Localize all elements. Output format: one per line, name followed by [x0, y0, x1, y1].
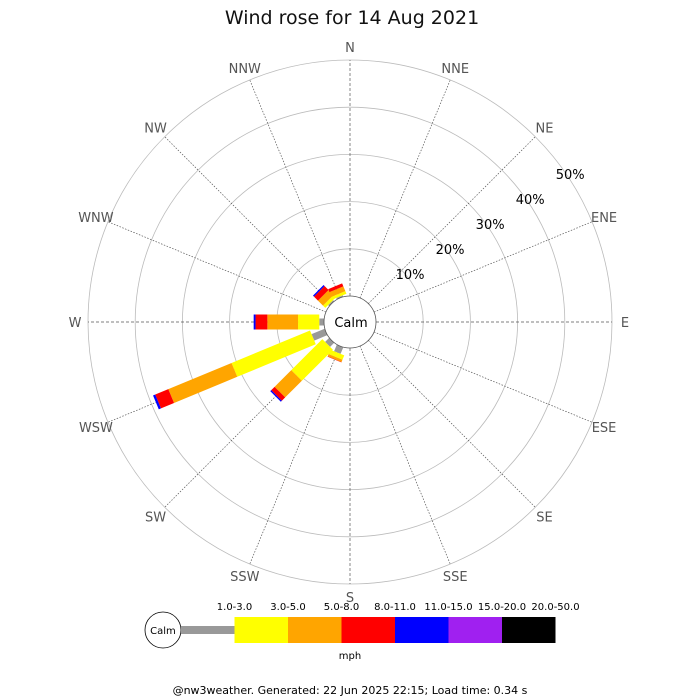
compass-label-se: SE — [536, 510, 552, 525]
bar-wsw-seg-4 — [153, 394, 161, 410]
compass-label-sw: SW — [145, 510, 166, 525]
compass-label-w: W — [69, 316, 82, 331]
legend-unit: mph — [339, 651, 361, 662]
legend-label-4: 11.0-15.0 — [424, 602, 472, 613]
legend-label-1: 3.0-5.0 — [270, 602, 305, 613]
bar-nnw-seg-2 — [329, 286, 346, 297]
bar-wsw-seg-3 — [155, 389, 175, 409]
legend-label-0: 1.0-3.0 — [217, 602, 252, 613]
spoke-ssw — [249, 345, 341, 565]
ring-label-4: 40% — [516, 193, 545, 208]
spoke-ne — [368, 136, 536, 304]
legend-label-2: 5.0-8.0 — [324, 602, 359, 613]
legend-swatch-0 — [181, 626, 235, 634]
spoke-ene — [373, 221, 593, 313]
bar-ssw-seg-2 — [327, 354, 343, 362]
ring-label-2: 20% — [436, 243, 465, 258]
compass-label-e: E — [621, 316, 629, 331]
legend-label-5: 15.0-20.0 — [478, 602, 526, 613]
bar-sw-seg-4 — [270, 390, 282, 402]
ring-label-3: 30% — [476, 218, 505, 233]
bar-nnw-seg-1 — [331, 291, 347, 300]
footer-text: @nw3weather. Generated: 22 Jun 2025 22:1… — [173, 684, 528, 697]
ring-label-1: 10% — [396, 268, 425, 283]
bar-ssw-seg-1 — [328, 349, 345, 360]
compass-label-nne: NNE — [441, 62, 469, 77]
bar-sw-seg-2 — [274, 370, 302, 398]
bar-nw-seg-2 — [317, 289, 334, 306]
spoke-wnw — [107, 221, 327, 313]
bar-nw-seg-3 — [313, 285, 329, 301]
spoke-se — [368, 340, 536, 508]
compass-label-nnw: NNW — [229, 62, 261, 77]
chart-title: Wind rose for 14 Aug 2021 — [225, 7, 479, 29]
bar-nw-seg-1 — [322, 294, 336, 308]
bar-wsw-seg-0 — [311, 328, 328, 341]
wind-bars — [153, 283, 347, 410]
compass-label-ne: NE — [535, 122, 553, 137]
ring-label-5: 50% — [556, 168, 585, 183]
ring-labels: 10% 20% 30% 40% 50% — [396, 168, 585, 283]
spoke-nne — [359, 79, 451, 299]
speed-legend: Calm 1.0-3.0 3.0-5.0 5.0-8.0 8.0-11.0 11.0-1… — [144, 602, 580, 662]
bar-nw-seg-4 — [312, 284, 325, 297]
spoke-nnw — [249, 79, 341, 299]
bar-sw-seg-1 — [291, 339, 333, 381]
ring-4 — [134, 106, 566, 538]
spoke-ese — [373, 331, 593, 423]
bar-wsw-seg-1 — [231, 330, 316, 377]
legend-swatch-2 — [288, 617, 342, 643]
legend-swatch-5 — [448, 617, 502, 643]
legend-swatch-4 — [395, 617, 449, 643]
compass-label-ese: ESE — [592, 421, 617, 436]
compass-label-n: N — [345, 41, 355, 56]
calm-center: Calm — [323, 295, 377, 349]
legend-label-6: 20.0-50.0 — [531, 602, 579, 613]
compass-label-wnw: WNW — [78, 211, 114, 226]
bar-nnw-seg-3 — [328, 283, 344, 293]
compass-label-ssw: SSW — [230, 570, 260, 585]
spoke-nw — [164, 136, 332, 304]
compass-labels: N NNE NE ENE E ESE SE SSE S SSW SW WSW W WNW NW NNW — [69, 41, 630, 606]
legend-swatch-1 — [234, 617, 288, 643]
compass-label-ene: ENE — [591, 211, 617, 226]
compass-label-wsw: WSW — [79, 421, 113, 436]
ring-2 — [229, 201, 471, 443]
compass-label-nw: NW — [144, 122, 167, 137]
legend-label-3: 8.0-11.0 — [374, 602, 416, 613]
compass-label-sse: SSE — [443, 570, 468, 585]
legend-calm-label: Calm — [150, 626, 176, 637]
legend-swatch-3 — [341, 617, 395, 643]
bar-sw-seg-3 — [271, 386, 286, 401]
spoke-sse — [359, 345, 451, 565]
bar-sw-seg-0 — [325, 337, 335, 347]
bar-wsw-seg-2 — [168, 362, 238, 404]
calm-circle — [323, 295, 377, 349]
compass-label-s: S — [346, 591, 354, 606]
calm-label: Calm — [334, 316, 367, 331]
legend-swatch-6 — [502, 617, 556, 643]
bar-ssw-seg-0 — [334, 344, 344, 354]
